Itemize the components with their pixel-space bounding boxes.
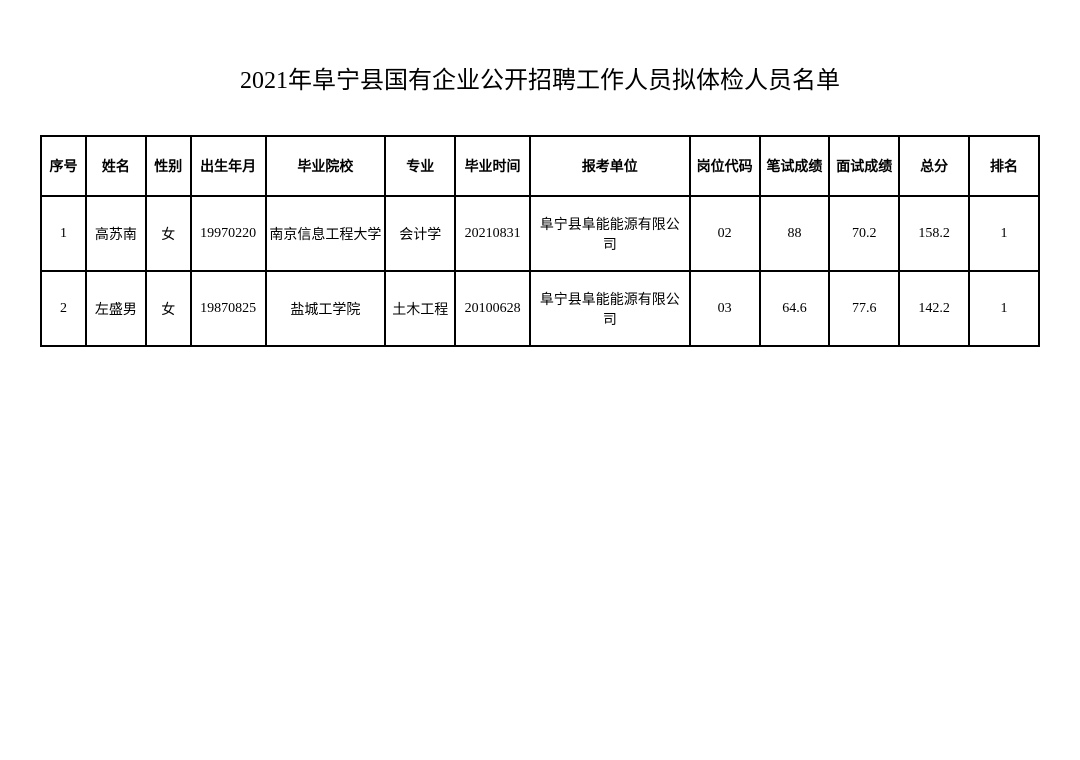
cell-name: 左盛男 <box>86 271 146 346</box>
candidates-table: 序号 姓名 性别 出生年月 毕业院校 专业 毕业时间 报考单位 岗位代码 笔试成… <box>40 135 1040 347</box>
col-header-gender: 性别 <box>146 136 191 196</box>
cell-gradtime: 20100628 <box>455 271 530 346</box>
col-header-school: 毕业院校 <box>266 136 386 196</box>
col-header-name: 姓名 <box>86 136 146 196</box>
cell-rank: 1 <box>969 196 1039 271</box>
cell-employer: 阜宁县阜能能源有限公司 <box>530 271 690 346</box>
cell-seq: 1 <box>41 196 86 271</box>
col-header-employer: 报考单位 <box>530 136 690 196</box>
cell-school: 盐城工学院 <box>266 271 386 346</box>
cell-written: 64.6 <box>760 271 830 346</box>
table-row: 2 左盛男 女 19870825 盐城工学院 土木工程 20100628 阜宁县… <box>41 271 1039 346</box>
col-header-interview: 面试成绩 <box>829 136 899 196</box>
table-row: 1 高苏南 女 19970220 南京信息工程大学 会计学 20210831 阜… <box>41 196 1039 271</box>
col-header-total: 总分 <box>899 136 969 196</box>
cell-rank: 1 <box>969 271 1039 346</box>
col-header-written: 笔试成绩 <box>760 136 830 196</box>
cell-major: 会计学 <box>385 196 455 271</box>
cell-total: 158.2 <box>899 196 969 271</box>
cell-interview: 77.6 <box>829 271 899 346</box>
cell-total: 142.2 <box>899 271 969 346</box>
cell-major: 土木工程 <box>385 271 455 346</box>
cell-written: 88 <box>760 196 830 271</box>
cell-interview: 70.2 <box>829 196 899 271</box>
cell-gradtime: 20210831 <box>455 196 530 271</box>
col-header-code: 岗位代码 <box>690 136 760 196</box>
col-header-major: 专业 <box>385 136 455 196</box>
col-header-rank: 排名 <box>969 136 1039 196</box>
cell-gender: 女 <box>146 196 191 271</box>
cell-code: 03 <box>690 271 760 346</box>
col-header-seq: 序号 <box>41 136 86 196</box>
cell-code: 02 <box>690 196 760 271</box>
page-title: 2021年阜宁县国有企业公开招聘工作人员拟体检人员名单 <box>40 60 1040 95</box>
table-header-row: 序号 姓名 性别 出生年月 毕业院校 专业 毕业时间 报考单位 岗位代码 笔试成… <box>41 136 1039 196</box>
cell-birth: 19970220 <box>191 196 266 271</box>
cell-school: 南京信息工程大学 <box>266 196 386 271</box>
cell-gender: 女 <box>146 271 191 346</box>
cell-employer: 阜宁县阜能能源有限公司 <box>530 196 690 271</box>
cell-birth: 19870825 <box>191 271 266 346</box>
cell-name: 高苏南 <box>86 196 146 271</box>
col-header-gradtime: 毕业时间 <box>455 136 530 196</box>
cell-seq: 2 <box>41 271 86 346</box>
col-header-birth: 出生年月 <box>191 136 266 196</box>
